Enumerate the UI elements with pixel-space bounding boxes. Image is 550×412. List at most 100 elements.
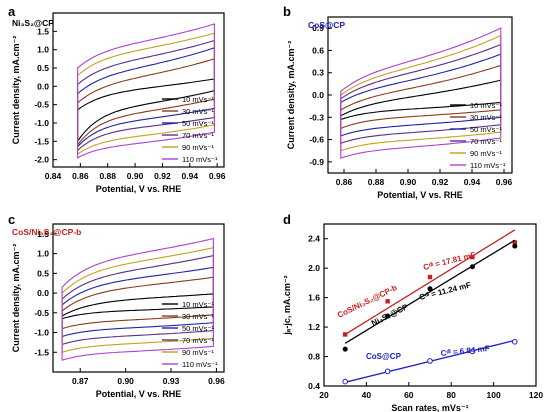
legend-label: 70 mVs⁻¹ bbox=[182, 131, 214, 140]
sample-label: Ni₃S₂@CP bbox=[12, 18, 54, 28]
data-point bbox=[342, 378, 349, 385]
series-label: CoS@CP bbox=[366, 352, 402, 361]
x-tick-label: 0.86 bbox=[336, 177, 353, 187]
x-tick-label: 0.90 bbox=[127, 171, 144, 181]
panel-letter: d bbox=[283, 212, 291, 227]
y-axis-label: jₐ-jᴄ, mA.cm⁻² bbox=[282, 275, 292, 335]
x-tick-label: 80 bbox=[446, 390, 456, 400]
x-axis-label: Potential, V vs. RHE bbox=[377, 190, 463, 200]
legend-label: 70 mVs⁻¹ bbox=[470, 137, 502, 146]
y-tick-label: -0.6 bbox=[309, 135, 324, 145]
y-tick-label: -2.0 bbox=[34, 155, 49, 165]
data-point bbox=[385, 313, 391, 319]
y-tick-label: -1.0 bbox=[34, 118, 49, 128]
data-point bbox=[427, 286, 433, 292]
legend-label: 30 mVs⁻¹ bbox=[470, 113, 502, 122]
data-point bbox=[384, 368, 391, 375]
x-tick-label: 0.96 bbox=[209, 171, 226, 181]
sample-label: CoS@CP bbox=[308, 20, 345, 30]
x-tick-label: 120 bbox=[529, 390, 543, 400]
x-tick-label: 0.88 bbox=[368, 177, 385, 187]
x-tick-label: 100 bbox=[487, 390, 501, 400]
plot-frame bbox=[52, 223, 225, 373]
panel-b: 0.86 0.88 0.90 0.92 0.94 0.96 -0.9 -0.6 -0.3 0.0 0… bbox=[283, 4, 513, 200]
x-tick-label: 20 bbox=[319, 390, 329, 400]
legend-label: 110 mVs⁻¹ bbox=[182, 155, 218, 164]
y-tick-label: 0.3 bbox=[312, 68, 324, 78]
legend-label: 10 mVs⁻¹ bbox=[182, 300, 214, 309]
y-tick-label: -0.5 bbox=[34, 308, 49, 318]
fit-line-2 bbox=[344, 239, 516, 344]
x-tick-label: 0.87 bbox=[72, 376, 89, 386]
x-axis-label: Potential, V vs. RHE bbox=[96, 389, 182, 399]
y-tick-label: 0.0 bbox=[312, 90, 324, 100]
x-tick-label: 0.92 bbox=[432, 177, 449, 187]
y-axis-label: Current density, mA.cm⁻² bbox=[286, 41, 296, 150]
x-tick-label: 40 bbox=[362, 390, 372, 400]
panel-d: 20 40 60 80 100 120 0.4 0.8 1.2 1.6 2.0 2.4 Scan rat… bbox=[282, 212, 543, 412]
y-tick-label: 2.4 bbox=[308, 234, 320, 244]
plot-frame bbox=[323, 223, 537, 387]
legend-label: 30 mVs⁻¹ bbox=[182, 312, 214, 321]
panel-letter: c bbox=[8, 212, 15, 227]
cv-curve-6 bbox=[340, 27, 502, 159]
legend-label: 50 mVs⁻¹ bbox=[182, 324, 214, 333]
data-point bbox=[469, 348, 476, 355]
legend-label: 90 mVs⁻¹ bbox=[182, 143, 214, 152]
x-tick-label: 0.86 bbox=[72, 171, 89, 181]
x-tick-label: 0.94 bbox=[182, 171, 199, 181]
data-point bbox=[343, 332, 348, 337]
x-tick-label: 0.96 bbox=[208, 376, 225, 386]
y-tick-label: -1.5 bbox=[34, 136, 49, 146]
x-tick-label: 0.90 bbox=[400, 177, 417, 187]
y-tick-label: 0.0 bbox=[37, 288, 49, 298]
legend-label: 10 mVs⁻¹ bbox=[182, 95, 214, 104]
y-tick-label: 1.2 bbox=[308, 322, 320, 332]
y-tick-label: -1.0 bbox=[34, 328, 49, 338]
cv-curve-6 bbox=[61, 237, 214, 361]
x-tick-label: 0.94 bbox=[464, 177, 481, 187]
data-point bbox=[512, 339, 518, 345]
cv-curve-6 bbox=[77, 23, 215, 159]
y-tick-label: -0.9 bbox=[309, 157, 324, 167]
x-tick-label: 0.90 bbox=[117, 376, 134, 386]
legend-label: 110 mVs⁻¹ bbox=[470, 161, 506, 170]
x-tick-label: 0.93 bbox=[163, 376, 180, 386]
y-tick-label: -1.5 bbox=[34, 347, 49, 357]
panel-c: 0.87 0.90 0.93 0.96 -1.5 -1.0 -0.5 0.0 0.5 1.0 1.5… bbox=[8, 212, 225, 399]
data-point bbox=[470, 254, 475, 260]
plot-frame bbox=[52, 12, 225, 168]
y-axis-label: Current density, mA.cm⁻² bbox=[11, 36, 21, 145]
y-tick-label: 0.4 bbox=[308, 381, 320, 391]
data-point bbox=[512, 243, 518, 249]
data-point bbox=[342, 346, 348, 352]
y-tick-label: 0.6 bbox=[312, 45, 324, 55]
sample-label: CoS/Ni₃S₂@CP-b bbox=[12, 227, 81, 237]
x-tick-label: 0.84 bbox=[45, 171, 62, 181]
fit-line-1 bbox=[344, 229, 516, 336]
legend-label: 10 mVs⁻¹ bbox=[470, 101, 502, 110]
y-tick-label: 0.8 bbox=[308, 352, 320, 362]
legend-label: 50 mVs⁻¹ bbox=[182, 119, 214, 128]
panel-letter: a bbox=[8, 4, 16, 19]
legend-label: 50 mVs⁻¹ bbox=[470, 125, 502, 134]
y-tick-label: 0.5 bbox=[37, 63, 49, 73]
panel-a: 0.84 0.86 0.88 0.90 0.92 0.94 0.96 -2.0 -1.5 -1.0… bbox=[8, 4, 226, 194]
data-point bbox=[512, 240, 517, 245]
x-tick-label: 0.96 bbox=[496, 177, 513, 187]
y-tick-label: 0.9 bbox=[312, 23, 324, 33]
x-tick-label: 60 bbox=[404, 390, 414, 400]
x-tick-label: 0.92 bbox=[154, 171, 171, 181]
y-tick-label: -0.5 bbox=[34, 100, 49, 110]
y-tick-label: 1.6 bbox=[308, 293, 320, 303]
legend-label: 90 mVs⁻¹ bbox=[470, 149, 502, 158]
y-tick-label: -0.3 bbox=[309, 112, 324, 122]
legend-label: 70 mVs⁻¹ bbox=[182, 336, 214, 345]
capacitance-label: Cᵈˡ = 11.24 mF bbox=[418, 280, 472, 302]
data-point bbox=[427, 358, 433, 364]
legend-label: 30 mVs⁻¹ bbox=[182, 107, 214, 116]
y-tick-label: 1.0 bbox=[37, 45, 49, 55]
y-tick-label: 1.5 bbox=[37, 26, 49, 36]
y-axis-label: Current density, mA.cm⁻² bbox=[11, 244, 21, 353]
